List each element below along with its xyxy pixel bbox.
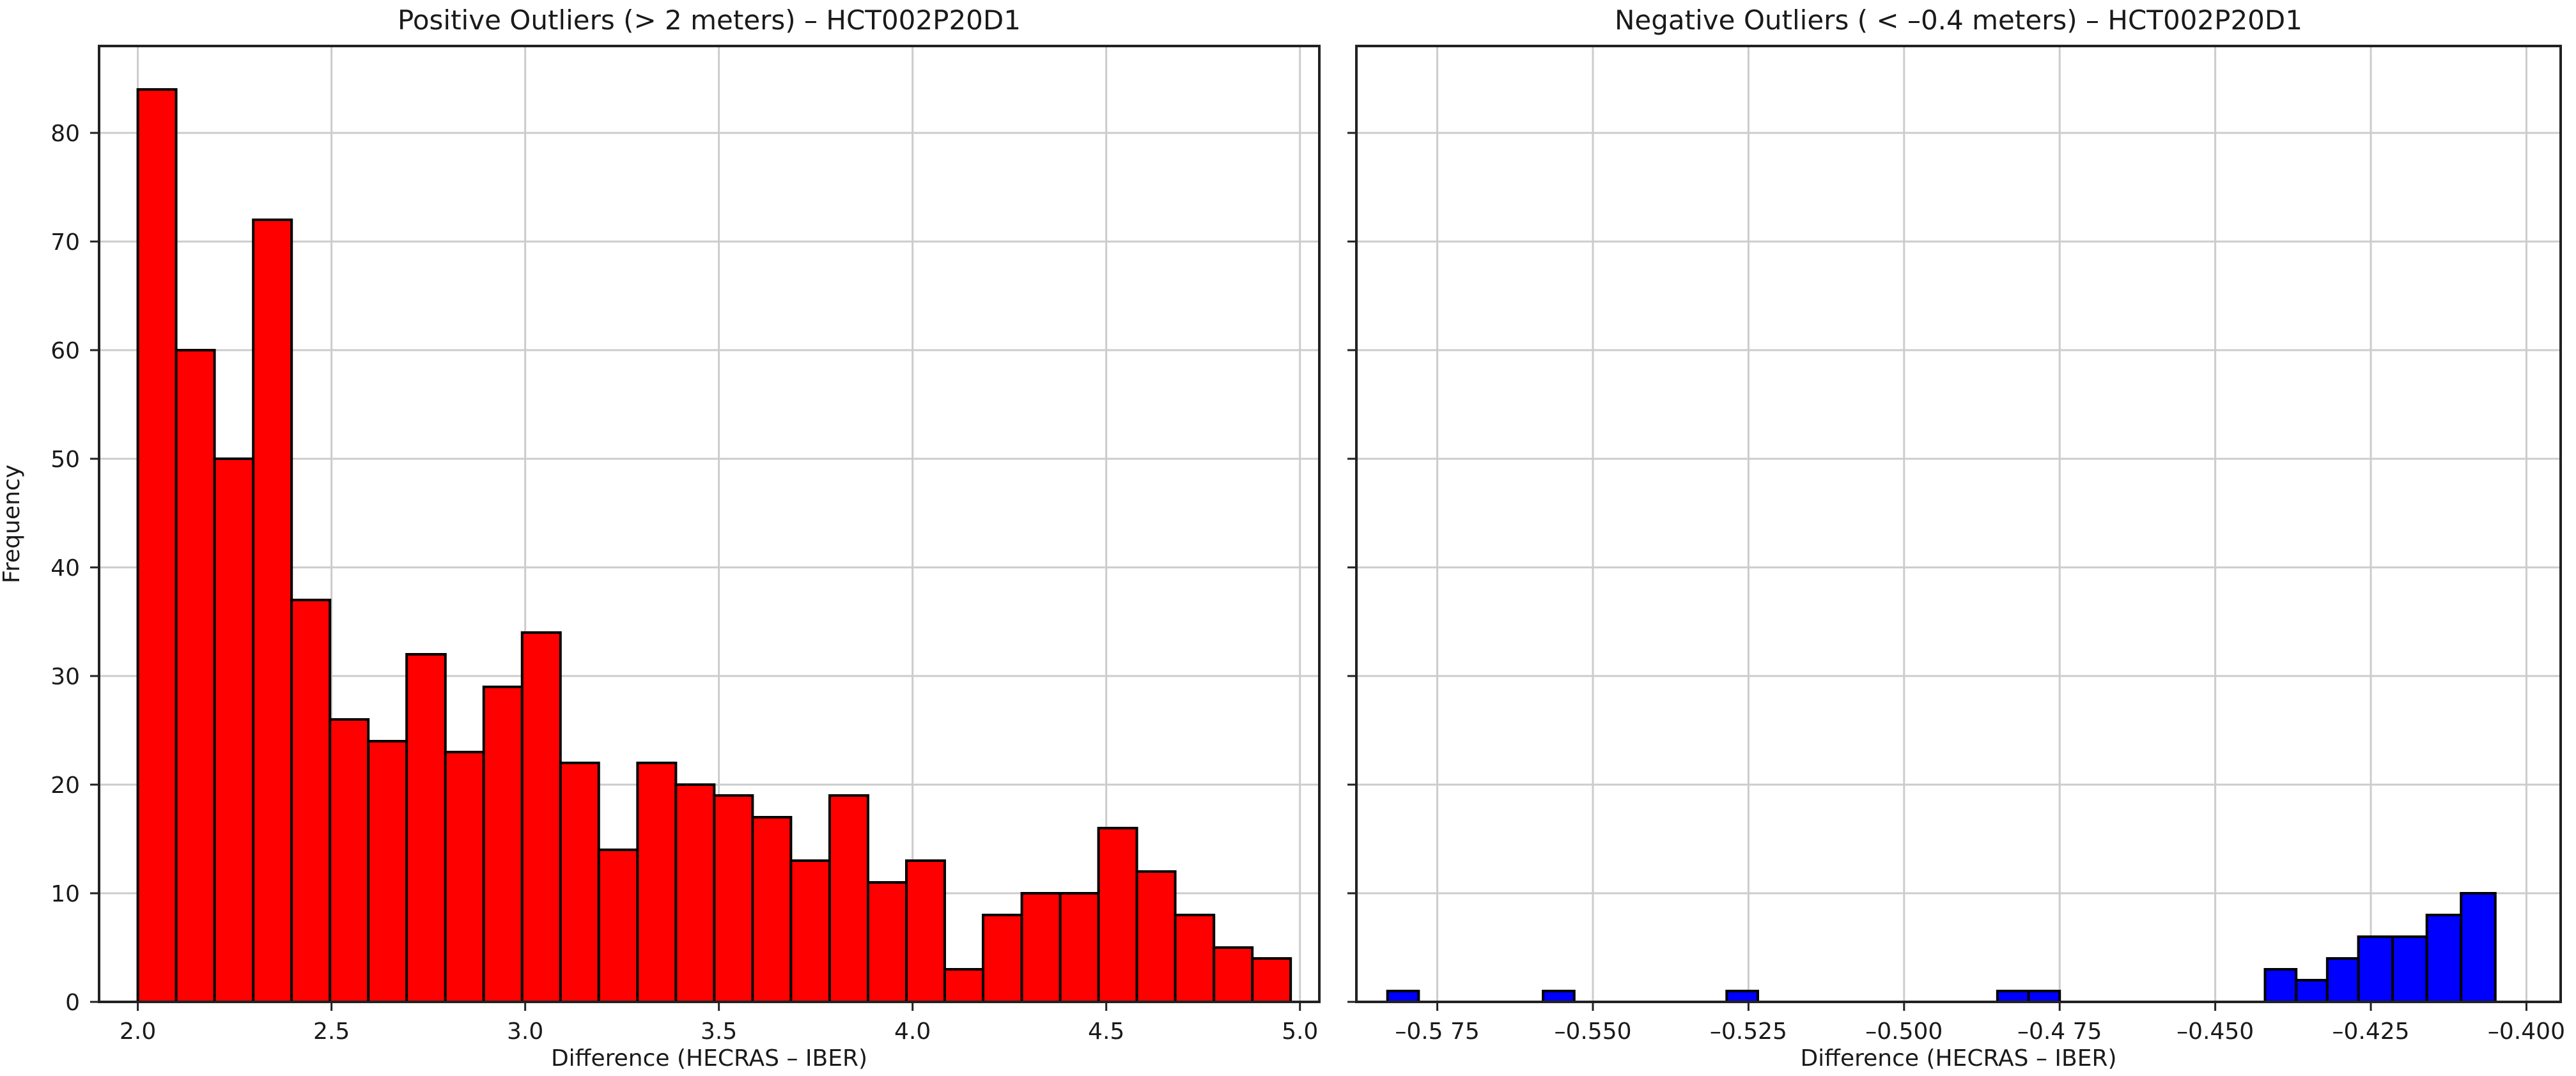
positive-histogram-bar (597, 849, 639, 1003)
negative-x-tick-label: –0.4 75 (2017, 1018, 2102, 1045)
negative-histogram-bar (2357, 935, 2394, 1003)
positive-x-tick-label: 2.5 (313, 1018, 350, 1045)
positive-histogram-bar (904, 859, 946, 1003)
positive-y-tick-label: 0 (65, 990, 80, 1016)
positive-histogram-bar (1059, 892, 1100, 1003)
positive-x-tick-label: 4.5 (1088, 1018, 1124, 1045)
positive-chart-title: Positive Outliers (> 2 meters) – HCT002P… (398, 4, 1021, 36)
positive-x-tick-label: 3.5 (701, 1018, 737, 1045)
negative-histogram-bar (2295, 979, 2329, 1003)
positive-histogram-bar (520, 631, 562, 1003)
negative-histogram-bar (2027, 990, 2061, 1003)
positive-histogram-bar (444, 751, 485, 1003)
negative-chart-title: Negative Outliers ( < –0.4 meters) – HCT… (1615, 4, 2302, 36)
positive-x-tick-label: 3.0 (507, 1018, 543, 1045)
positive-histogram-bar (1174, 914, 1216, 1003)
positive-histogram-bar (636, 762, 678, 1003)
negative-x-tick-label: –0.400 (2488, 1018, 2565, 1045)
positive-plot-frame (98, 45, 1321, 1003)
negative-histogram-bar (2460, 892, 2497, 1003)
positive-y-tick-label: 10 (50, 881, 80, 907)
y-axis-label: Frequency (0, 465, 25, 583)
negative-histogram-bar (1996, 990, 2030, 1003)
negative-x-tick-label: –0.5 75 (1395, 1018, 1480, 1045)
negative-x-axis-label: Difference (HECRAS – IBER) (1800, 1045, 2116, 1072)
positive-histogram-bar (1097, 827, 1138, 1003)
negative-histogram-bar (1542, 990, 1576, 1003)
negative-x-tick-label: –0.525 (1710, 1018, 1787, 1045)
positive-histogram-bar (1020, 892, 1062, 1003)
positive-histogram-bar (482, 686, 524, 1003)
positive-histogram-bar (252, 219, 293, 1003)
positive-y-tick-label: 70 (50, 229, 80, 256)
positive-histogram-bar (751, 816, 793, 1003)
positive-histogram-bar (175, 349, 216, 1003)
positive-histogram-bar (674, 783, 716, 1003)
positive-histogram-bar (981, 914, 1023, 1003)
positive-y-tick-label: 80 (50, 121, 80, 147)
positive-histogram-bar (943, 968, 984, 1003)
positive-histogram-bar (290, 599, 332, 1003)
negative-grid (1356, 46, 2561, 1003)
negative-histogram-bar (2425, 914, 2463, 1003)
positive-y-tick-label: 50 (50, 447, 80, 473)
negative-outliers-chart: –0.5 75 –0.550 –0.525 –0.500 –0.4 75 –0.450 –0… (1347, 4, 2565, 1072)
positive-histogram-bar (866, 881, 908, 1003)
positive-histogram-bar (136, 88, 178, 1003)
negative-histogram-bar (1725, 990, 1760, 1003)
positive-histogram-bar (828, 794, 869, 1003)
positive-histogram-bar (789, 859, 831, 1003)
positive-histogram-bar (213, 457, 255, 1003)
negative-histogram-bar (2263, 968, 2298, 1003)
negative-x-tick-label: –0.425 (2332, 1018, 2410, 1045)
positive-y-tick-label: 20 (50, 772, 80, 799)
positive-histogram-bar (367, 740, 408, 1003)
positive-x-tick-label: 4.0 (894, 1018, 931, 1045)
negative-x-tick-label: –0.450 (2176, 1018, 2254, 1045)
positive-y-tick-label: 40 (50, 555, 80, 581)
negative-histogram-bar (1386, 990, 1420, 1003)
positive-histogram-bar (329, 718, 370, 1003)
positive-x-tick-label: 5.0 (1282, 1018, 1318, 1045)
positive-bars (136, 88, 1292, 1003)
positive-histogram-bar (1213, 946, 1254, 1003)
positive-histogram-bar (559, 762, 600, 1003)
positive-histogram-bar (713, 794, 754, 1003)
positive-histogram-bar (1135, 870, 1177, 1003)
positive-x-axis-label: Difference (HECRAS – IBER) (551, 1045, 867, 1072)
negative-x-tick-label: –0.500 (1865, 1018, 1943, 1045)
negative-plot-frame (1355, 45, 2562, 1003)
positive-outliers-chart: 2.0 2.5 3.0 3.5 4.0 4.5 5.0 0 10 20 30 40 50 60 70 80 P… (0, 4, 1321, 1072)
positive-histogram-bar (405, 653, 447, 1003)
positive-histogram-bar (1251, 957, 1292, 1003)
positive-x-tick-label: 2.0 (120, 1018, 156, 1045)
negative-bars (1386, 892, 2497, 1003)
positive-ticks: 2.0 2.5 3.0 3.5 4.0 4.5 5.0 0 10 20 30 40 50 60 70 80 (50, 121, 1318, 1045)
positive-y-tick-label: 30 (50, 664, 80, 690)
negative-histogram-bar (2391, 935, 2428, 1003)
negative-ticks: –0.5 75 –0.550 –0.525 –0.500 –0.4 75 –0.450 –0… (1347, 132, 2565, 1045)
negative-histogram-bar (2325, 957, 2360, 1003)
positive-y-tick-label: 60 (50, 338, 80, 364)
negative-x-tick-label: –0.550 (1554, 1018, 1631, 1045)
